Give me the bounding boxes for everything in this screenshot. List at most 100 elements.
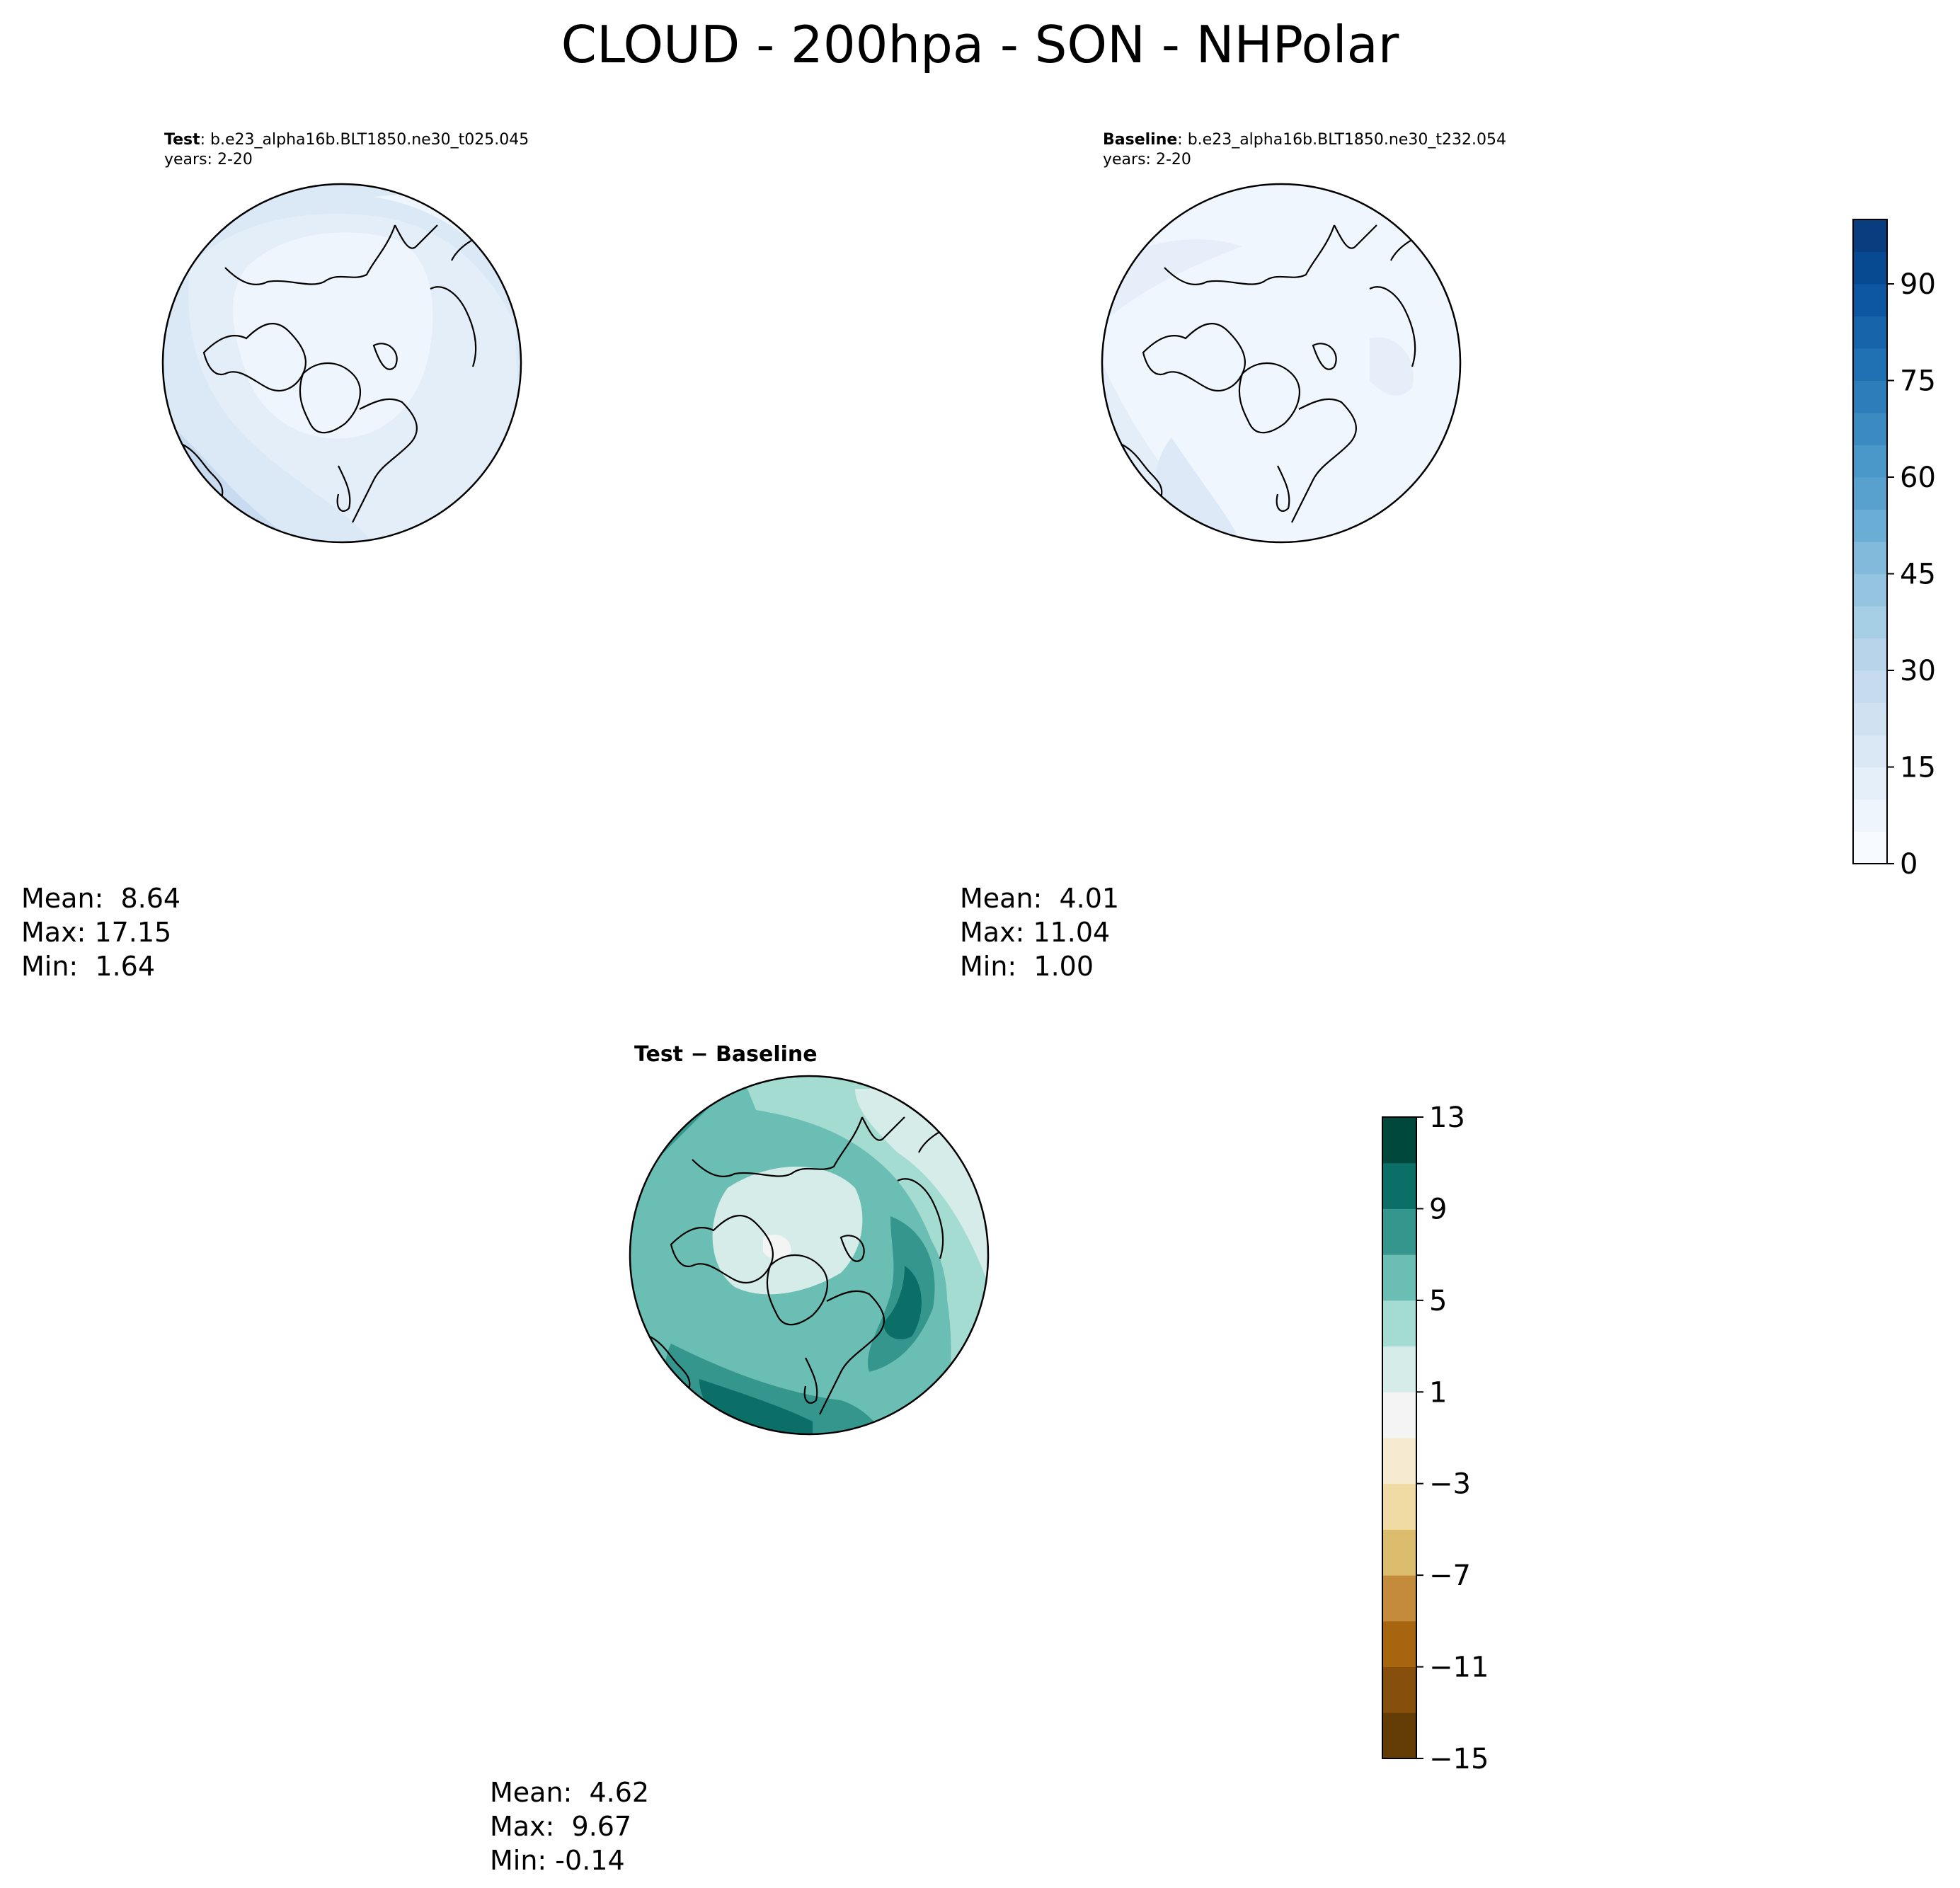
coastline <box>224 224 396 285</box>
diff-colorbar-segment <box>1382 1712 1416 1759</box>
test-label-bold: Test <box>164 131 200 149</box>
diff-colorbar-segment <box>1382 1483 1416 1530</box>
coastline <box>1276 465 1290 512</box>
figure-title: CLOUD - 200hpa - SON - NHPolar <box>561 15 1399 74</box>
diff-colorbar-segment <box>1382 1666 1416 1713</box>
abs-colorbar-segment <box>1853 445 1887 478</box>
diff-max: Max: 9.67 <box>490 1811 632 1842</box>
abs-colorbar-segment <box>1853 380 1887 413</box>
diff-colorbar-segment <box>1382 1300 1416 1347</box>
test-stats: Mean: 8.64 Max: 17.15 Min: 1.64 <box>21 881 180 983</box>
diff-colorbar-segment <box>1382 1346 1416 1392</box>
abs-colorbar-segment <box>1853 542 1887 574</box>
diff-colorbar-segment <box>1382 1438 1416 1484</box>
abs-colorbar-tick-label: 15 <box>1900 752 1936 784</box>
diff-colorbar-tick-label: 9 <box>1429 1193 1447 1225</box>
test-label-case: : b.e23_alpha16b.BLT1850.ne30_t025.045 <box>200 131 529 149</box>
coastline <box>352 398 418 523</box>
coastline <box>1334 224 1377 249</box>
abs-colorbar-segment <box>1853 509 1887 542</box>
abs-colorbar-segment <box>1853 477 1887 510</box>
baseline-mean: Mean: 4.01 <box>960 883 1120 914</box>
diff-colorbar-segment <box>1382 1529 1416 1576</box>
diff-colorbar-segment <box>1382 1162 1416 1209</box>
coastline <box>897 1178 944 1259</box>
abs-colorbar-segment <box>1853 316 1887 349</box>
abs-colorbar-segment <box>1853 413 1887 445</box>
test-max: Max: 17.15 <box>21 917 172 948</box>
coastline <box>372 343 398 370</box>
coastline <box>839 1235 865 1262</box>
baseline-label-bold: Baseline <box>1103 131 1178 149</box>
coastline <box>1369 286 1416 367</box>
diff-colorbar: 13 9 5 1 −3 −7 −11 −15 <box>1382 1102 1489 1775</box>
coastline <box>394 224 438 249</box>
baseline-map <box>1101 183 1462 544</box>
baseline-label-case: : b.e23_alpha16b.BLT1850.ne30_t232.054 <box>1177 131 1506 149</box>
baseline-max: Max: 11.04 <box>960 917 1111 948</box>
diff-min: Min: -0.14 <box>490 1845 625 1876</box>
test-panel-label: Test: b.e23_alpha16b.BLT1850.ne30_t025.0… <box>164 130 529 170</box>
diff-stats: Mean: 4.62 Max: 9.67 Min: -0.14 <box>490 1775 649 1877</box>
baseline-panel-label: Baseline: b.e23_alpha16b.BLT1850.ne30_t2… <box>1103 130 1506 170</box>
coastline <box>1312 343 1337 370</box>
abs-colorbar-segment <box>1853 735 1887 767</box>
abs-colorbar-segment <box>1853 799 1887 832</box>
coastline <box>692 1116 864 1177</box>
abs-colorbar-tick-label: 45 <box>1900 559 1936 591</box>
coastline <box>1164 224 1336 285</box>
coastline <box>182 444 224 498</box>
abs-colorbar: 0 15 30 45 60 75 90 <box>1852 219 1936 881</box>
abs-colorbar-segment <box>1853 670 1887 703</box>
abs-colorbar-segment <box>1853 251 1887 285</box>
abs-colorbar-tick-label: 60 <box>1900 462 1936 494</box>
abs-colorbar-segment <box>1853 638 1887 671</box>
baseline-min: Min: 1.00 <box>960 951 1094 982</box>
diff-colorbar-segment <box>1382 1208 1416 1255</box>
abs-colorbar-segment <box>1853 219 1887 252</box>
coastline <box>430 286 477 367</box>
abs-colorbar-tick-label: 0 <box>1900 848 1918 881</box>
abs-colorbar-segment <box>1853 348 1887 381</box>
abs-colorbar-segment <box>1853 702 1887 736</box>
diff-map <box>629 1075 990 1436</box>
coastline <box>1121 444 1163 498</box>
diff-panel-label: Test − Baseline <box>634 1042 818 1067</box>
abs-colorbar-frame <box>1852 219 1888 864</box>
diff-colorbar-tick-label: −11 <box>1429 1652 1489 1684</box>
coastline <box>803 1357 818 1404</box>
diff-colorbar-tick-label: −3 <box>1429 1468 1471 1501</box>
test-map <box>161 183 522 544</box>
diff-colorbar-tick-label: 13 <box>1429 1102 1465 1134</box>
coastline <box>819 1290 885 1415</box>
diff-mean: Mean: 4.62 <box>490 1777 650 1808</box>
diff-colorbar-segment <box>1382 1117 1416 1164</box>
diff-colorbar-frame <box>1382 1116 1417 1759</box>
diff-colorbar-segment <box>1382 1392 1416 1438</box>
abs-colorbar-tick-label: 75 <box>1900 365 1936 398</box>
test-label-years: years: 2-20 <box>164 151 253 168</box>
abs-colorbar-segment <box>1853 767 1887 800</box>
coastline <box>766 1254 828 1326</box>
baseline-label-years: years: 2-20 <box>1103 151 1191 168</box>
coastline <box>1291 398 1357 523</box>
abs-colorbar-tick-label: 30 <box>1900 655 1936 687</box>
baseline-stats: Mean: 4.01 Max: 11.04 Min: 1.00 <box>960 881 1119 983</box>
coastline <box>336 465 351 512</box>
diff-colorbar-tick-label: −15 <box>1429 1743 1489 1775</box>
diff-colorbar-tick-label: 5 <box>1429 1285 1447 1317</box>
diff-colorbar-tick-label: −7 <box>1429 1560 1471 1592</box>
coastline <box>299 362 361 434</box>
test-min: Min: 1.64 <box>21 951 155 982</box>
diff-colorbar-segment <box>1382 1254 1416 1301</box>
abs-colorbar-segment <box>1853 606 1887 639</box>
abs-colorbar-segment <box>1853 284 1887 316</box>
coastline <box>861 1116 905 1141</box>
diff-colorbar-segment <box>1382 1620 1416 1668</box>
test-mean: Mean: 8.64 <box>21 883 181 914</box>
diff-colorbar-tick-label: 1 <box>1429 1376 1447 1409</box>
abs-colorbar-tick-label: 90 <box>1900 268 1936 301</box>
coastline <box>649 1336 691 1390</box>
diff-colorbar-segment <box>1382 1575 1416 1622</box>
coastline <box>1238 362 1300 434</box>
